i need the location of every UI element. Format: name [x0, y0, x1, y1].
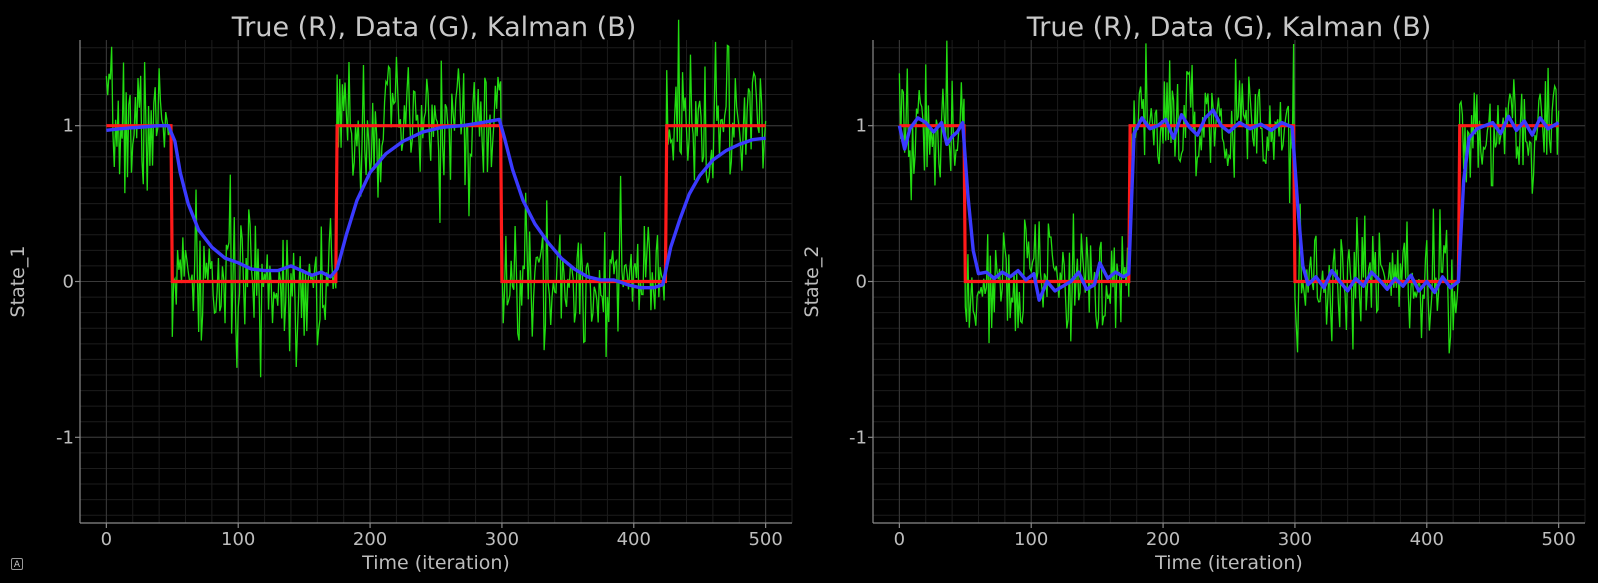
- y-tick-label: 0: [856, 272, 867, 293]
- x-tick-label: 0: [101, 529, 112, 550]
- x-tick-label: 500: [748, 529, 782, 550]
- x-tick-label: 500: [1541, 529, 1575, 550]
- chart-title: True (R), Data (G), Kalman (B): [231, 12, 637, 43]
- chart-title: True (R), Data (G), Kalman (B): [1026, 12, 1432, 43]
- y-axis-label: State_2: [801, 246, 823, 318]
- x-tick-label: 0: [894, 529, 905, 550]
- x-tick-label: 300: [1278, 529, 1312, 550]
- plot-state-2: 0 100 200 300 400 500 1 0 -1 True (R), Data (G), …: [801, 12, 1586, 574]
- y-tick-label: 0: [63, 272, 74, 293]
- data-series-line: [105, 19, 767, 378]
- x-tick-label: 100: [221, 529, 255, 550]
- y-tick-label: -1: [56, 427, 74, 448]
- x-tick-label: 200: [1146, 529, 1180, 550]
- x-axis-label: Time (iteration): [1154, 552, 1303, 574]
- plot-state-1: 0 100 200 300 400 500 1 0 -1 True (R), Data (G), …: [7, 12, 793, 574]
- true-series-line: [106, 124, 766, 284]
- kalman-series-line: [897, 108, 1560, 302]
- y-tick-label: 1: [856, 116, 867, 137]
- y-tick-label: -1: [849, 427, 867, 448]
- auto-scale-button[interactable]: A: [11, 558, 23, 570]
- x-tick-label: 300: [485, 529, 519, 550]
- x-axis-label: Time (iteration): [361, 552, 510, 574]
- x-tick-label: 400: [1410, 529, 1444, 550]
- x-tick-label: 200: [353, 529, 387, 550]
- x-tick-label: 400: [617, 529, 651, 550]
- x-tick-label: 100: [1014, 529, 1048, 550]
- kalman-series-line: [106, 117, 766, 290]
- y-tick-label: 1: [63, 116, 74, 137]
- true-series-line: [899, 124, 1559, 284]
- y-axis-label: State_1: [7, 246, 29, 318]
